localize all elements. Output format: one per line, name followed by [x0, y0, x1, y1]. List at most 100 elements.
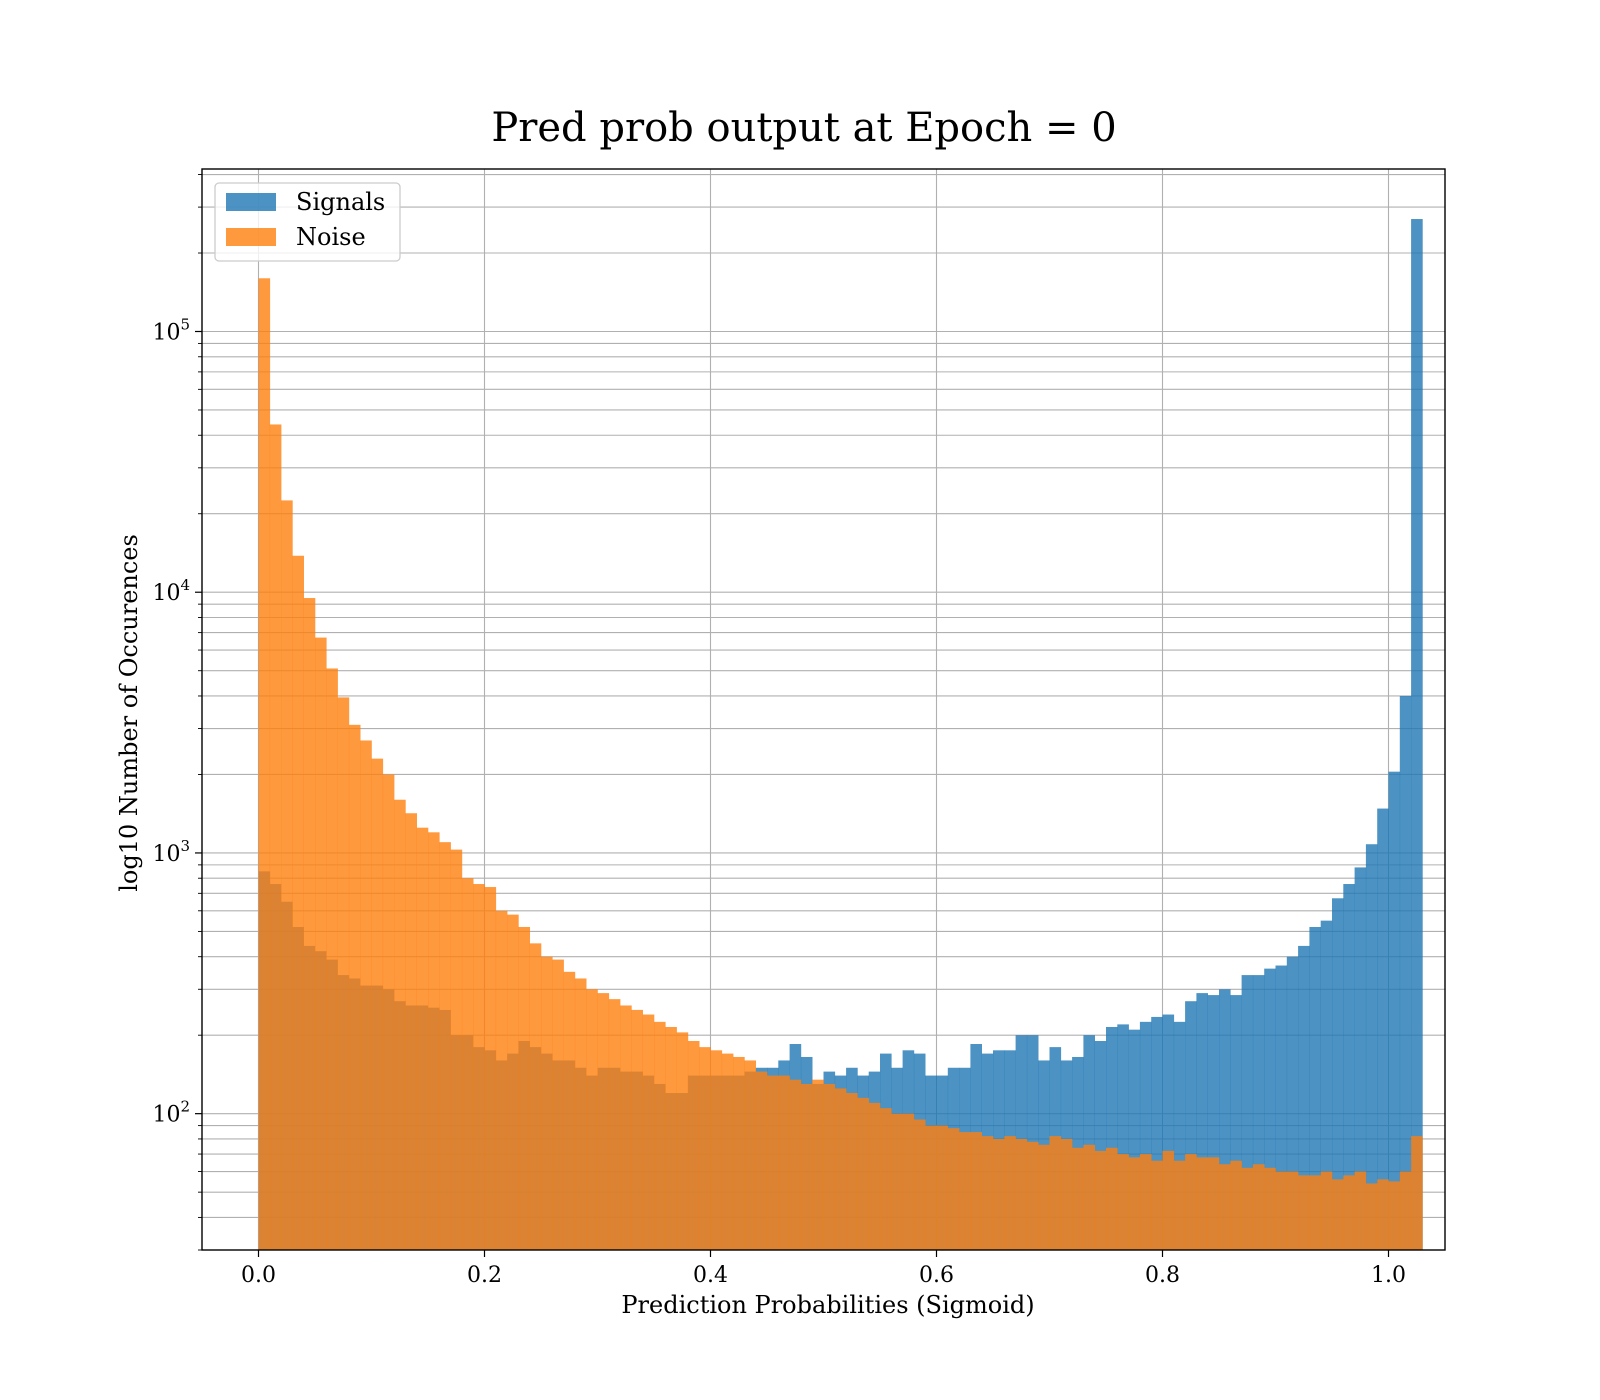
- bar-noise: [721, 1053, 734, 1250]
- bar-noise: [959, 1132, 971, 1250]
- bar-noise: [1252, 1164, 1265, 1250]
- bar-noise: [1060, 1138, 1073, 1250]
- bar-signals: [1139, 1021, 1152, 1250]
- series-noise: [258, 278, 1423, 1251]
- bar-signals: [1332, 898, 1344, 1250]
- bar-noise: [563, 971, 576, 1250]
- bar-noise: [1230, 1160, 1242, 1250]
- bar-noise: [1309, 1175, 1321, 1250]
- bar-noise: [755, 1071, 768, 1250]
- bar-noise: [394, 799, 406, 1250]
- bar-noise: [484, 887, 497, 1250]
- bar-signals: [1309, 926, 1321, 1250]
- bar-signals: [1185, 1001, 1197, 1250]
- x-tick-label: 0.2: [467, 1263, 502, 1288]
- bar-noise: [1139, 1154, 1152, 1250]
- bar-noise: [767, 1075, 779, 1250]
- bar-noise: [744, 1060, 756, 1250]
- bar-noise: [541, 956, 553, 1250]
- bar-signals: [1275, 965, 1288, 1250]
- bar-noise: [258, 278, 271, 1250]
- bar-noise: [1411, 1136, 1423, 1250]
- bar-noise: [1388, 1181, 1401, 1250]
- bar-noise: [789, 1079, 802, 1250]
- bar-noise: [620, 1005, 632, 1250]
- bar-noise: [586, 989, 598, 1250]
- bar-noise: [993, 1138, 1005, 1250]
- bar-noise: [834, 1088, 847, 1250]
- bar-noise: [269, 424, 282, 1251]
- bar-noise: [778, 1075, 790, 1250]
- y-tick-label: 102: [152, 1098, 190, 1128]
- bar-signals: [1230, 995, 1242, 1250]
- bar-noise: [1320, 1171, 1333, 1250]
- y-axis-label: log10 Number of Occurences: [115, 534, 143, 892]
- bar-noise: [1399, 1171, 1412, 1250]
- bar-signals: [1286, 956, 1299, 1250]
- bar-noise: [1264, 1167, 1276, 1250]
- bar-signals: [1399, 695, 1412, 1250]
- bar-noise: [552, 959, 564, 1250]
- bar-noise: [371, 758, 384, 1250]
- bar-noise: [507, 914, 519, 1250]
- y-tick-label: 104: [152, 576, 190, 606]
- bar-noise: [608, 999, 621, 1250]
- bar-noise: [1241, 1167, 1254, 1250]
- bar-signals: [1354, 867, 1367, 1250]
- legend: Signals Noise: [214, 182, 401, 262]
- bar-noise: [292, 555, 304, 1250]
- bar-noise: [1083, 1144, 1095, 1250]
- bar-signals: [1377, 808, 1389, 1250]
- bar-noise: [812, 1079, 824, 1250]
- bar-signals: [1320, 920, 1333, 1250]
- bar-noise: [1038, 1144, 1050, 1250]
- bar-noise: [382, 774, 395, 1250]
- bar-noise: [303, 598, 316, 1250]
- bar-noise: [880, 1108, 892, 1250]
- bar-noise: [281, 500, 293, 1250]
- bar-noise: [1128, 1157, 1141, 1250]
- bar-signals: [1106, 1027, 1118, 1250]
- chart-title: Pred prob output at Epoch = 0: [491, 105, 1116, 151]
- bar-noise: [574, 978, 587, 1250]
- bar-noise: [1332, 1179, 1344, 1250]
- bar-noise: [348, 724, 361, 1250]
- bar-signals: [1411, 219, 1423, 1250]
- bar-noise: [416, 827, 429, 1250]
- bar-noise: [654, 1021, 666, 1250]
- bar-signals: [1094, 1040, 1107, 1250]
- bar-signals: [1128, 1029, 1141, 1250]
- bar-noise: [1094, 1150, 1107, 1250]
- x-tick-label: 0.4: [693, 1263, 728, 1288]
- legend-swatch-signals: [226, 193, 276, 211]
- legend-swatch-noise: [226, 228, 276, 246]
- bar-noise: [902, 1113, 915, 1250]
- x-tick-label: 0.8: [1145, 1263, 1180, 1288]
- legend-label-noise: Noise: [296, 223, 366, 251]
- bar-noise: [857, 1097, 869, 1250]
- bar-noise: [473, 884, 485, 1250]
- bar-noise: [495, 910, 508, 1250]
- bar-signals: [1241, 975, 1254, 1250]
- bar-noise: [800, 1083, 813, 1250]
- bar-noise: [1185, 1154, 1197, 1250]
- bar-noise: [360, 740, 372, 1250]
- bar-noise: [1377, 1179, 1389, 1250]
- bar-noise: [665, 1027, 677, 1250]
- bar-noise: [868, 1102, 881, 1250]
- bar-noise: [676, 1032, 689, 1250]
- bar-noise: [913, 1119, 926, 1250]
- bar-noise: [315, 637, 327, 1250]
- bar-signals: [1083, 1035, 1095, 1250]
- bar-noise: [925, 1125, 937, 1250]
- bar-noise: [1196, 1157, 1208, 1250]
- x-axis-label: Prediction Probabilities (Sigmoid): [621, 1291, 1034, 1319]
- bar-signals: [1365, 844, 1378, 1250]
- bar-noise: [891, 1113, 903, 1250]
- bar-noise: [529, 943, 542, 1250]
- x-tick-label: 1.0: [1371, 1263, 1406, 1288]
- bar-noise: [450, 849, 463, 1250]
- bar-signals: [1219, 989, 1231, 1250]
- axes-frame: [201, 168, 1446, 1251]
